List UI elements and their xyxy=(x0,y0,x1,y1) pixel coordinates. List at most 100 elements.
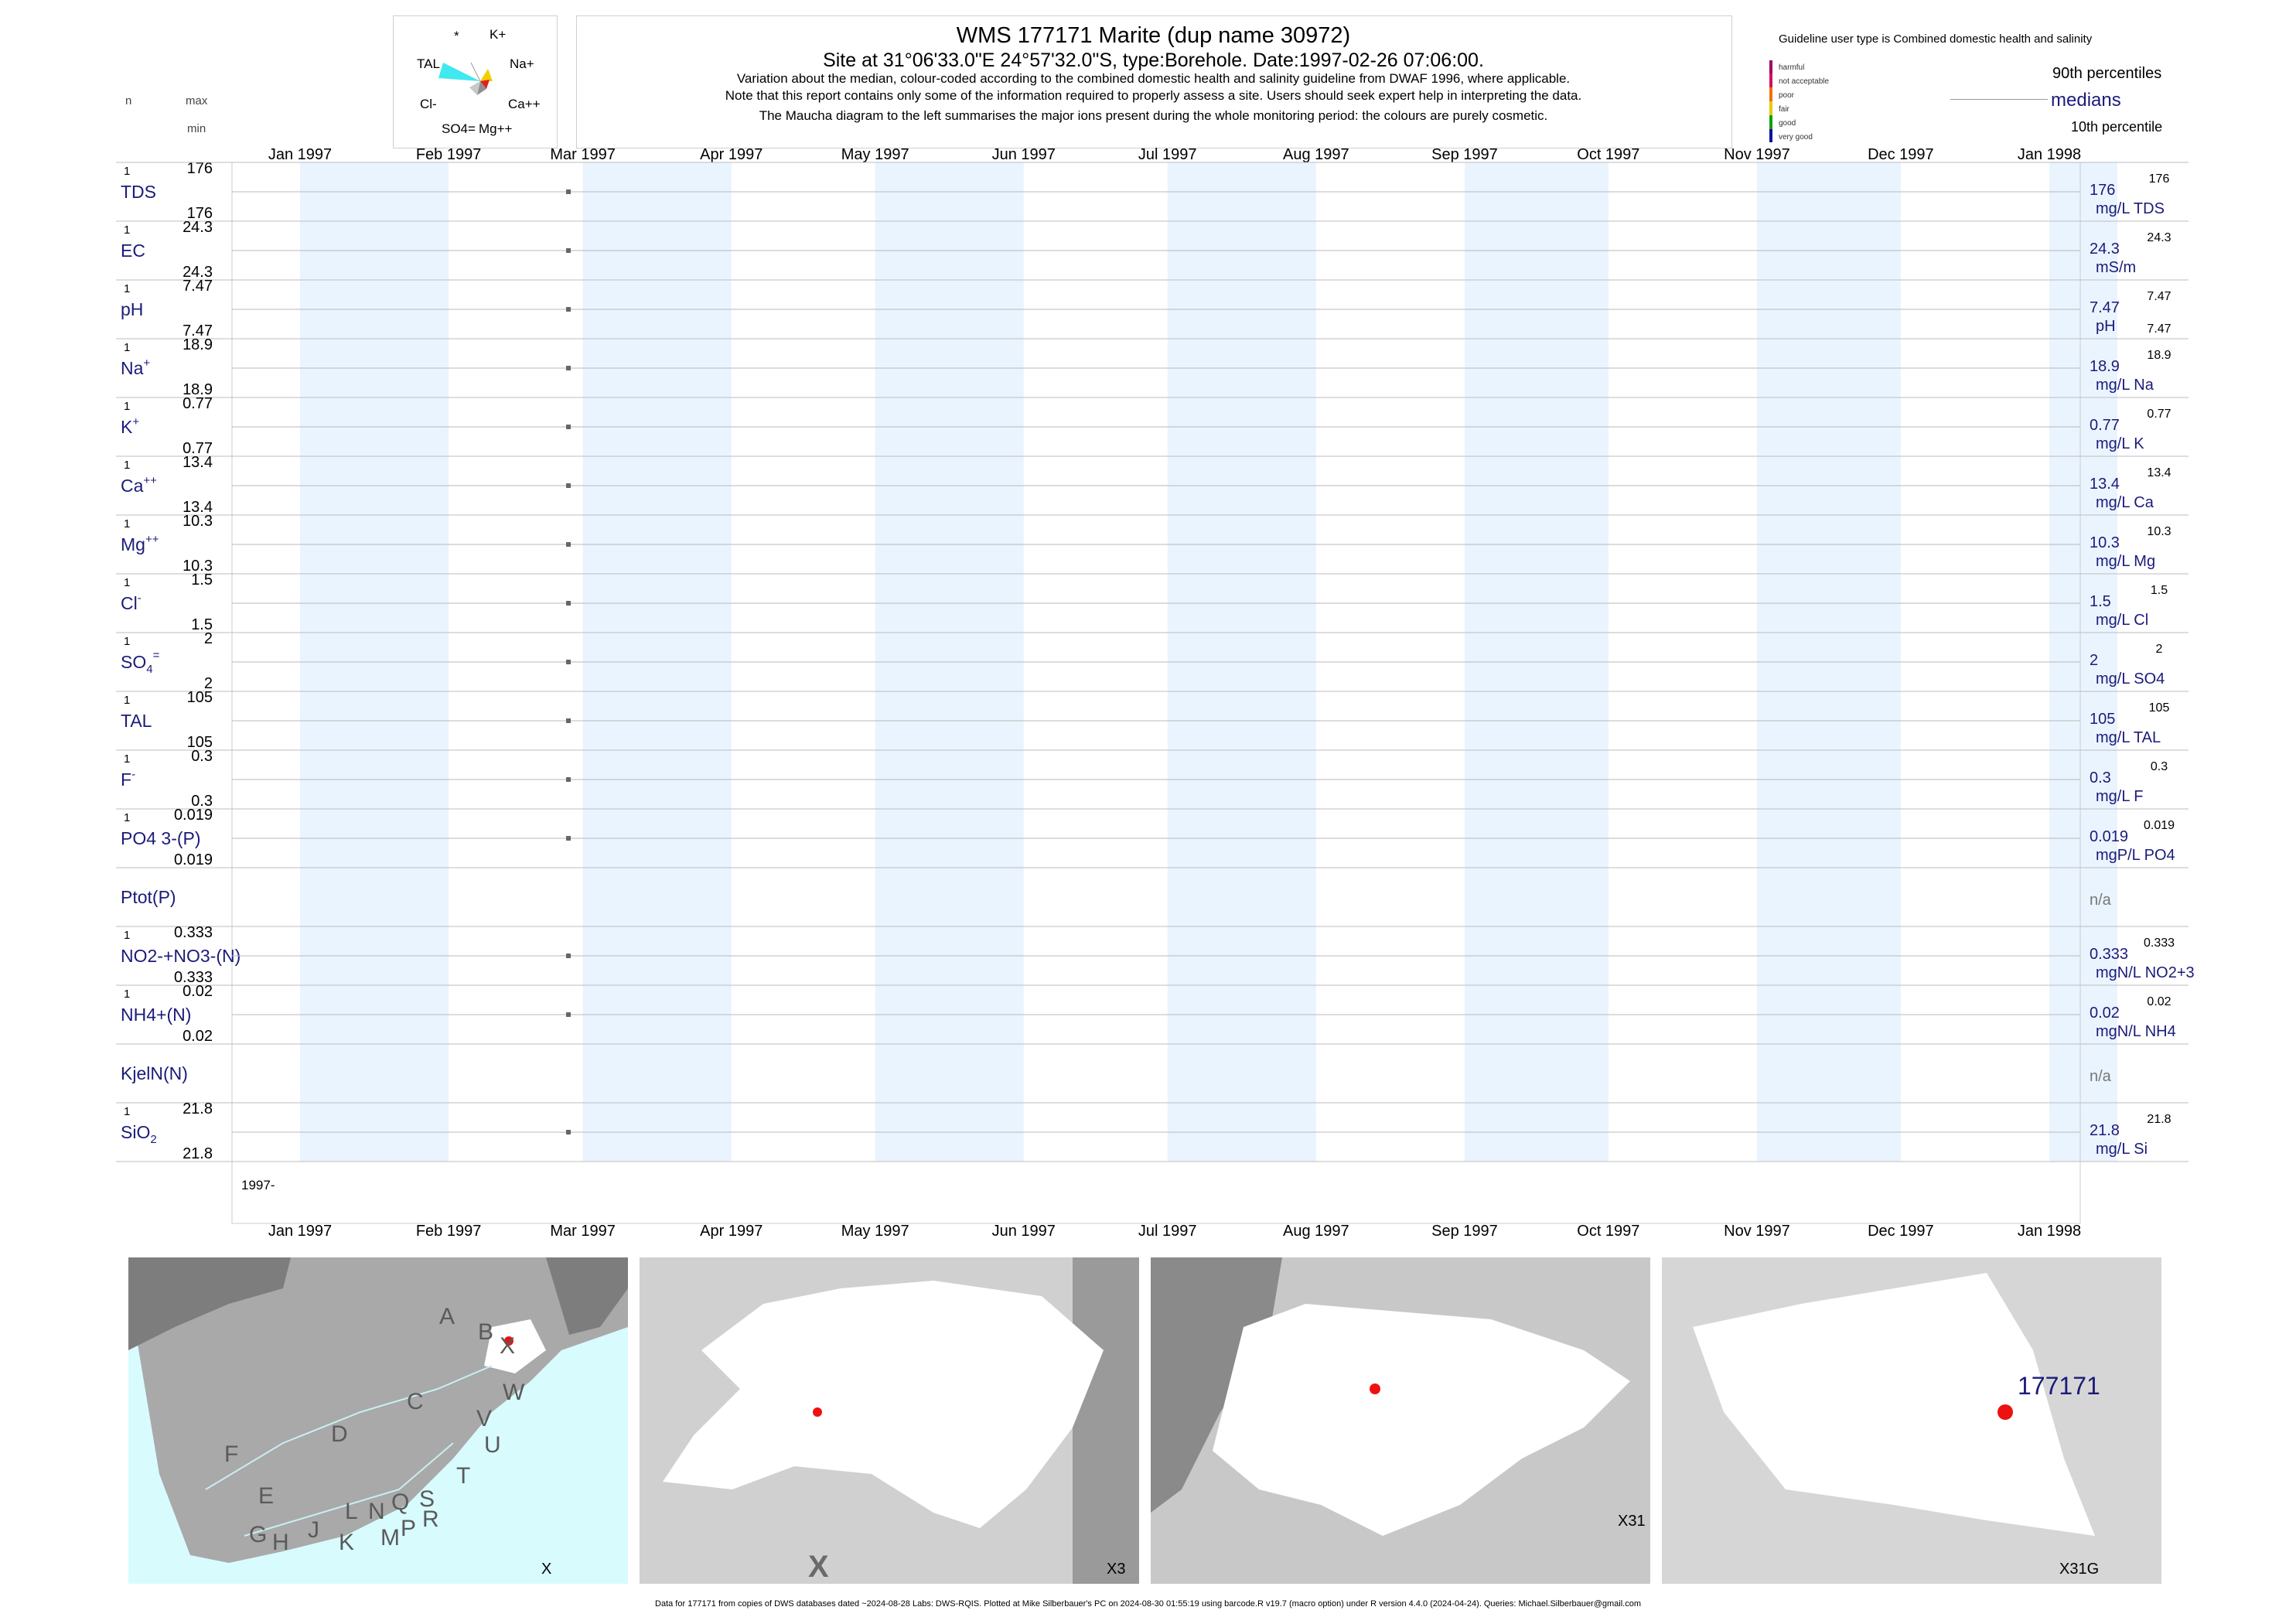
x-tick-label-bottom: Jun 1997 xyxy=(992,1223,1056,1240)
region-q: Q xyxy=(391,1489,410,1515)
x-tick-label-bottom: Jan 1997 xyxy=(268,1223,332,1240)
x-tick-label-top: May 1997 xyxy=(841,146,909,163)
data-point xyxy=(566,836,571,841)
legend-p90: 90th percentiles xyxy=(2052,65,2162,82)
median-value: 0.019 xyxy=(2090,828,2128,845)
footer-text: Data for 177171 from copies of DWS datab… xyxy=(655,1599,1641,1609)
median-value: 176 xyxy=(2090,182,2115,199)
map-south-africa[interactable]: A B X C W D V U F T E L N Q S G H J K M … xyxy=(128,1257,628,1584)
map-x3[interactable]: X X3 xyxy=(640,1257,1139,1584)
data-point xyxy=(566,1012,571,1017)
legend-class-poor: poor xyxy=(1779,91,1795,100)
legend-class-harmful: harmful xyxy=(1779,63,1805,72)
x-tick-label-bottom: Aug 1997 xyxy=(1283,1223,1349,1240)
x-tick-label-top: Oct 1997 xyxy=(1577,146,1639,163)
parameter-label: SO4= xyxy=(121,649,160,676)
unit-label: mg/L Na xyxy=(2096,377,2154,394)
median-value: 24.3 xyxy=(2090,241,2120,258)
median-value: 105 xyxy=(2090,711,2115,728)
max-value: 0.02 xyxy=(183,983,213,1000)
x-tick-label-top: Sep 1997 xyxy=(1431,146,1498,163)
region-g: G xyxy=(249,1522,268,1547)
region-c: C xyxy=(407,1389,424,1414)
min-value: 0.019 xyxy=(174,851,213,868)
parameter-label: EC xyxy=(121,241,145,261)
parameter-label: NH4+(N) xyxy=(121,1005,191,1025)
map-x31-svg xyxy=(1151,1257,1630,1536)
catchment-x31g xyxy=(1693,1273,2095,1536)
x-tick-label-bottom: Apr 1997 xyxy=(700,1223,762,1240)
region-s: S xyxy=(419,1486,435,1512)
maucha-sector-tal xyxy=(438,63,480,81)
legend-class-fair: fair xyxy=(1779,105,1789,114)
river-line xyxy=(205,1365,493,1490)
basemap-west xyxy=(1151,1257,1282,1513)
region-h: H xyxy=(272,1530,289,1555)
x-tick-label-top: Jan 1998 xyxy=(2018,146,2081,163)
neighbour-shape xyxy=(128,1257,291,1350)
x-tick-label-top: Jun 1997 xyxy=(992,146,1056,163)
p90-value: 7.47 xyxy=(2147,290,2171,303)
catchment-x3 xyxy=(663,1281,1104,1528)
max-value: 1.5 xyxy=(191,571,213,589)
map1-corner-label: X xyxy=(541,1561,552,1578)
parameter-label: KjelN(N) xyxy=(121,1063,188,1083)
p90-value: 176 xyxy=(2149,172,2170,186)
region-m: M xyxy=(380,1525,400,1551)
median-value: 7.47 xyxy=(2090,299,2120,316)
parameter-label: Ptot(P) xyxy=(121,887,176,907)
data-point xyxy=(566,660,571,664)
min-value: 2 xyxy=(204,675,213,692)
legend-median-line xyxy=(1950,99,2048,100)
x-tick-label-top: Nov 1997 xyxy=(1724,146,1790,163)
max-value: 0.3 xyxy=(191,748,213,765)
region-u: U xyxy=(484,1432,501,1458)
year-label: 1997- xyxy=(241,1178,275,1192)
parameter-label: Mg++ xyxy=(121,533,159,554)
x-tick-label-top: Mar 1997 xyxy=(550,146,616,163)
n-value: 1 xyxy=(124,341,130,354)
map-south-africa-svg xyxy=(128,1257,628,1563)
data-point xyxy=(566,542,571,547)
unit-label: mg/L Cl xyxy=(2096,612,2148,629)
neighbour-east-shape xyxy=(546,1257,628,1335)
maucha-label-na: Na+ xyxy=(510,56,534,71)
unit-label: mg/L TDS xyxy=(2096,200,2165,217)
map-x31g[interactable]: 177171 X31G xyxy=(1662,1257,2161,1584)
median-na: n/a xyxy=(2090,892,2112,909)
site-marker-map2 xyxy=(813,1407,822,1417)
max-value: 18.9 xyxy=(183,336,213,353)
max-value: 13.4 xyxy=(183,454,213,471)
p90-value: 2 xyxy=(2156,643,2163,656)
x-tick-label-top: Jul 1997 xyxy=(1138,146,1197,163)
region-k: K xyxy=(339,1530,355,1555)
n-value: 1 xyxy=(124,576,130,589)
p90-value: 0.3 xyxy=(2151,760,2168,773)
data-point xyxy=(566,601,571,606)
region-e: E xyxy=(258,1483,275,1509)
min-value: 24.3 xyxy=(183,264,213,281)
note-line-2: Note that this report contains only some… xyxy=(725,88,1582,103)
note-line-3: The Maucha diagram to the left summarise… xyxy=(759,108,1548,123)
median-value: 0.77 xyxy=(2090,417,2120,434)
p90-value: 1.5 xyxy=(2151,584,2168,597)
map-x31[interactable]: X31 xyxy=(1151,1257,1650,1584)
x-tick-label-bottom: Nov 1997 xyxy=(1724,1223,1790,1240)
median-value: 13.4 xyxy=(2090,476,2120,493)
max-column-header: max xyxy=(186,94,208,107)
region-l: L xyxy=(345,1499,358,1524)
min-value: 0.3 xyxy=(191,793,213,810)
unit-label: mg/L Ca xyxy=(2096,494,2154,511)
n-value: 1 xyxy=(124,517,130,531)
maucha-label-so4: SO4= xyxy=(442,121,476,136)
x-tick-label-bottom: Jul 1997 xyxy=(1138,1223,1197,1240)
parameter-label: TDS xyxy=(121,182,156,202)
min-value: 13.4 xyxy=(183,499,213,516)
site-marker-map4 xyxy=(1997,1404,2013,1420)
unit-label: mg/L SO4 xyxy=(2096,670,2165,687)
region-n: N xyxy=(368,1499,385,1524)
site-marker-map3 xyxy=(1370,1383,1380,1394)
site-marker-map1 xyxy=(504,1336,513,1346)
p90-value: 10.3 xyxy=(2147,525,2171,538)
